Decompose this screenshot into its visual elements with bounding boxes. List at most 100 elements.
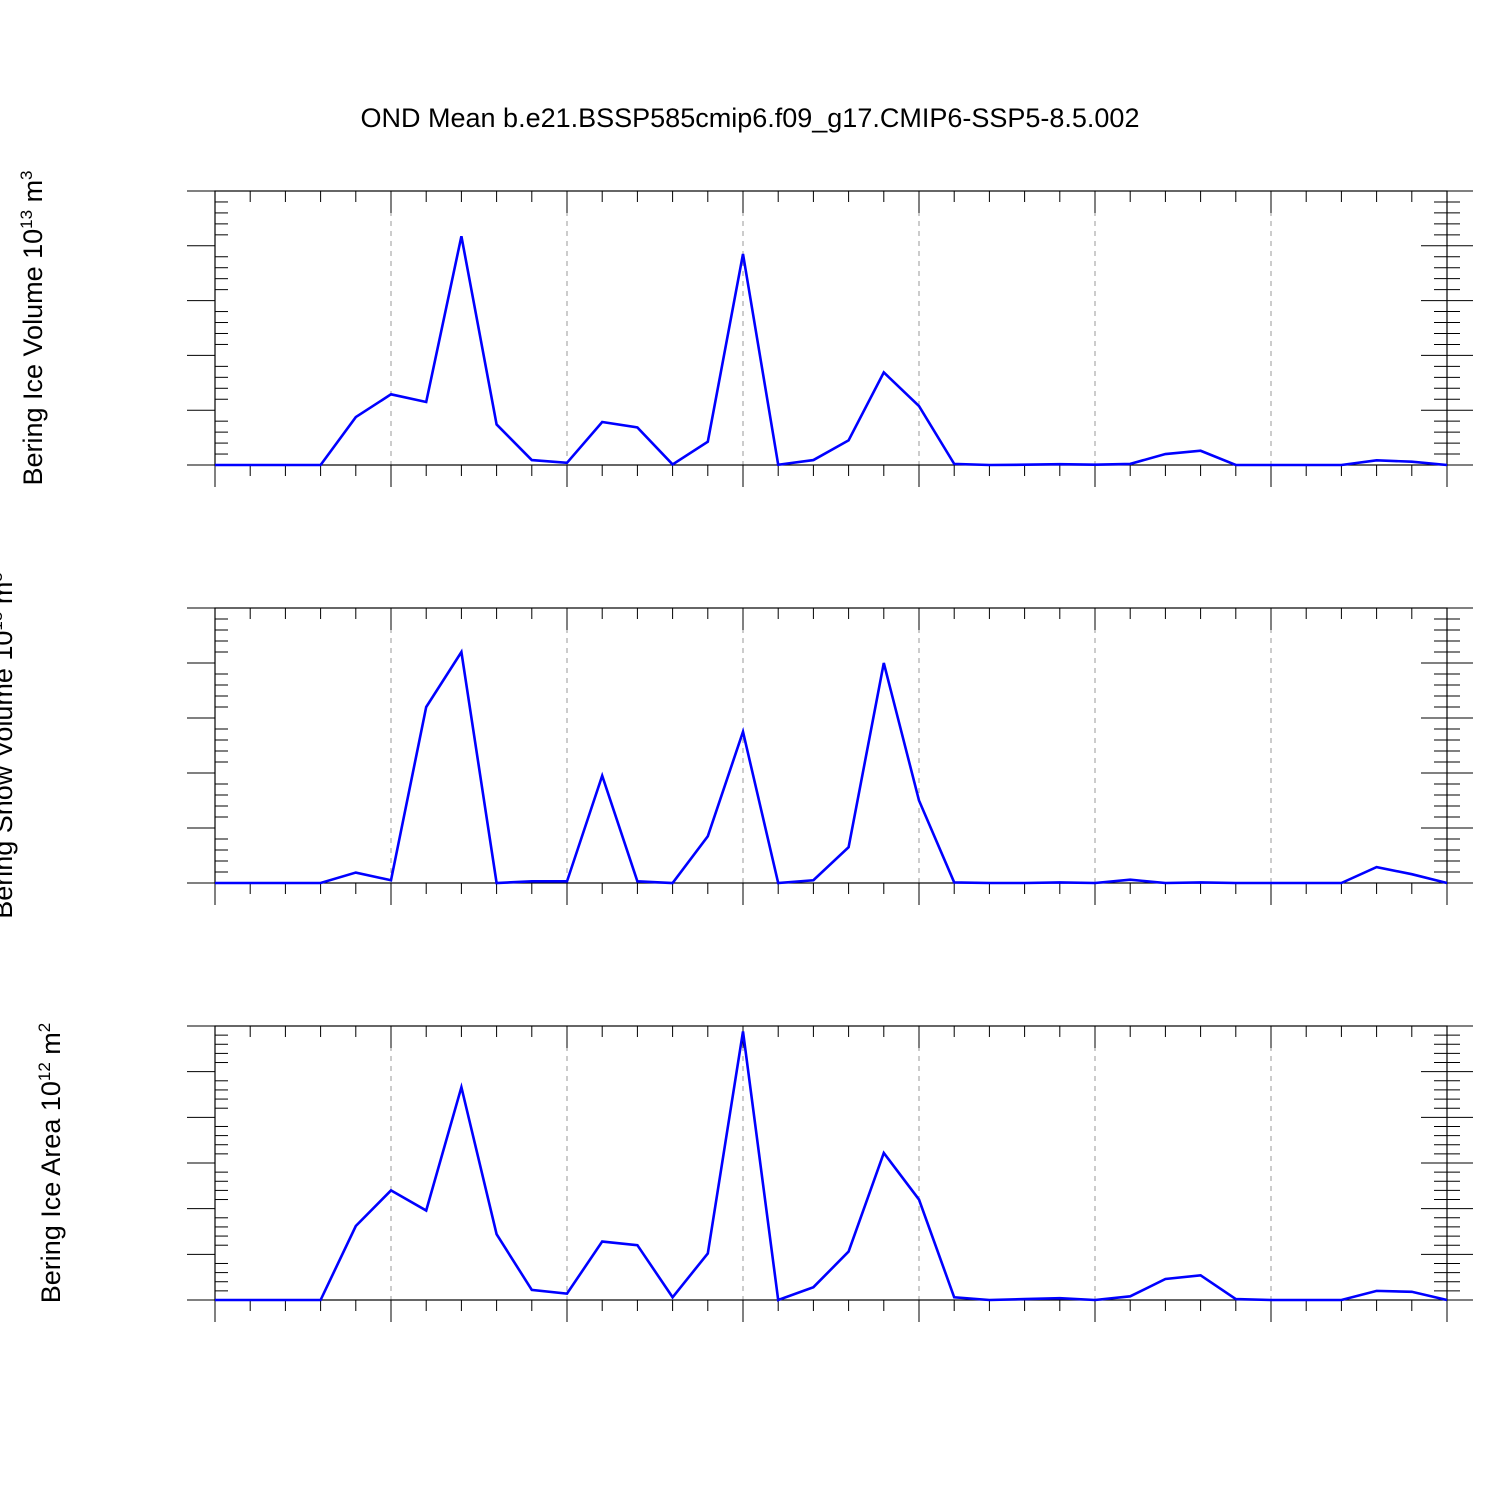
data-point (742, 253, 744, 255)
chart-panel-2: Bering Snow Volume 1013 m3 (0, 572, 1473, 919)
data-point (1164, 453, 1166, 455)
data-point (214, 882, 216, 884)
data-point (671, 882, 673, 884)
data-point (460, 235, 462, 237)
data-point (1305, 464, 1307, 466)
data-point (249, 1299, 251, 1301)
data-point (918, 1198, 920, 1200)
data-point (742, 731, 744, 733)
data-point (1235, 1298, 1237, 1300)
data-point (636, 1244, 638, 1246)
data-point (1305, 882, 1307, 884)
data-point (1059, 463, 1061, 465)
data-point (1340, 464, 1342, 466)
y-axis-title-part: 3 (17, 170, 36, 179)
y-axis-title: Bering Snow Volume 1013 m3 (0, 572, 18, 919)
data-point (1199, 450, 1201, 452)
data-point (531, 1289, 533, 1291)
data-point (1164, 882, 1166, 884)
data-point (1094, 464, 1096, 466)
data-point (953, 1296, 955, 1298)
data-point (249, 464, 251, 466)
figure-title: OND Mean b.e21.BSSP585cmip6.f09_g17.CMIP… (361, 103, 1140, 133)
y-axis-title-part: 13 (0, 612, 6, 631)
y-axis-title-part: 13 (17, 210, 36, 229)
data-point (284, 464, 286, 466)
data-point (495, 882, 497, 884)
data-point (707, 441, 709, 443)
data-point (1129, 879, 1131, 881)
data-point (953, 881, 955, 883)
data-point (918, 405, 920, 407)
series-line (215, 1031, 1448, 1302)
data-point (1305, 1299, 1307, 1301)
data-point (1411, 873, 1413, 875)
data-point (355, 416, 357, 418)
data-point (319, 464, 321, 466)
y-axis-title-part: 3 (0, 572, 6, 581)
data-point (601, 775, 603, 777)
data-point (988, 882, 990, 884)
y-axis-title-part: m (36, 1032, 66, 1062)
data-point (1446, 1299, 1448, 1301)
data-point (1270, 882, 1272, 884)
data-point (988, 1299, 990, 1301)
data-point (495, 1233, 497, 1235)
chart-panel-1: Bering Ice Volume 1013 m3 (17, 170, 1473, 487)
y-axis-title-part: m (18, 180, 48, 210)
data-point (1094, 1299, 1096, 1301)
data-point (601, 421, 603, 423)
data-point (1199, 1274, 1201, 1276)
data-point (425, 1209, 427, 1211)
panels: Bering Ice Volume 1013 m3 Bering Snow Vol… (0, 170, 1473, 1322)
data-point (1446, 464, 1448, 466)
data-point (883, 662, 885, 664)
plot-frame (214, 1025, 1448, 1301)
plot-frame (214, 607, 1448, 884)
y-axis-title-part: Bering Snow Volume 10 (0, 631, 18, 919)
data-point (812, 879, 814, 881)
data-point (707, 835, 709, 837)
data-point (460, 1086, 462, 1088)
data-point (214, 1299, 216, 1301)
data-point (566, 880, 568, 882)
data-point (601, 1240, 603, 1242)
data-point (1094, 882, 1096, 884)
data-point (1235, 464, 1237, 466)
y-axis-title-part: Bering Ice Area 10 (36, 1081, 66, 1303)
data-point (1375, 866, 1377, 868)
data-point (847, 1250, 849, 1252)
data-point (460, 651, 462, 653)
data-point (1059, 881, 1061, 883)
data-point (742, 1030, 744, 1032)
data-point (1270, 1299, 1272, 1301)
data-point (1375, 459, 1377, 461)
data-point (777, 464, 779, 466)
data-point (1129, 463, 1131, 465)
data-point (707, 1252, 709, 1254)
data-point (1375, 1290, 1377, 1292)
data-point (355, 871, 357, 873)
data-point (671, 463, 673, 465)
data-point (284, 882, 286, 884)
y-axis-title-part: 2 (35, 1023, 54, 1032)
data-point (1023, 464, 1025, 466)
data-point (425, 401, 427, 403)
chart-panel-3: Bering Ice Area 1012 m2 (35, 1023, 1473, 1322)
data-point (1023, 1298, 1025, 1300)
data-point (671, 1296, 673, 1298)
data-point (812, 1286, 814, 1288)
data-point (1411, 461, 1413, 463)
data-point (319, 1299, 321, 1301)
data-point (918, 799, 920, 801)
data-point (566, 462, 568, 464)
data-point (1340, 882, 1342, 884)
data-point (214, 464, 216, 466)
data-point (1199, 881, 1201, 883)
data-point (1023, 882, 1025, 884)
y-axis-title: Bering Ice Volume 1013 m3 (17, 170, 48, 485)
y-axis-title-part: m (0, 582, 18, 612)
data-point (249, 882, 251, 884)
data-point (390, 879, 392, 881)
data-point (1340, 1299, 1342, 1301)
